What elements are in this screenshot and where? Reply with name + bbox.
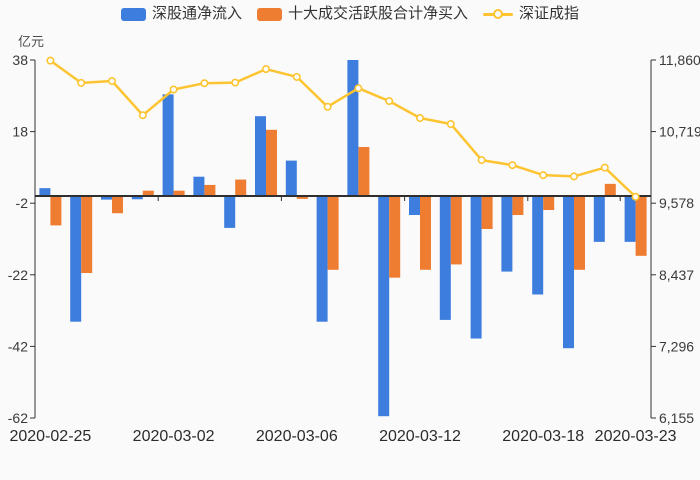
x-axis-label: 2020-03-23 xyxy=(595,428,677,445)
svg-text:10,719: 10,719 xyxy=(659,124,700,140)
bar xyxy=(574,196,585,270)
bar xyxy=(255,116,266,197)
index-line-marker xyxy=(323,102,332,111)
index-line-marker xyxy=(77,78,86,87)
bar xyxy=(409,196,420,216)
index-line-marker xyxy=(261,65,270,74)
svg-text:9,578: 9,578 xyxy=(659,195,694,211)
bar xyxy=(635,196,647,256)
bar xyxy=(204,184,216,197)
index-line-marker xyxy=(539,171,548,180)
bar xyxy=(501,196,513,272)
bar xyxy=(439,196,451,320)
bar xyxy=(624,196,636,242)
bar-series-orange xyxy=(50,129,647,278)
bar xyxy=(470,196,482,339)
svg-text:-22: -22 xyxy=(8,267,28,283)
bar xyxy=(347,60,359,197)
bar-series-blue xyxy=(39,60,636,417)
bar xyxy=(112,196,123,214)
x-axis-label: 2020-03-06 xyxy=(256,428,338,445)
bar xyxy=(563,196,574,349)
index-line-marker xyxy=(385,97,394,106)
bar xyxy=(358,146,370,197)
index-line xyxy=(49,59,637,198)
svg-text:7,296: 7,296 xyxy=(659,338,694,354)
index-line-marker xyxy=(600,163,609,172)
bar xyxy=(389,196,401,278)
svg-text:8,437: 8,437 xyxy=(659,267,694,283)
bar xyxy=(420,196,431,270)
index-line-marker xyxy=(569,172,578,181)
index-line-marker xyxy=(292,72,301,81)
bar xyxy=(224,196,236,228)
svg-text:6,155: 6,155 xyxy=(659,410,694,426)
bar xyxy=(173,190,185,197)
x-axis-label: 2020-02-25 xyxy=(9,428,91,445)
svg-text:11,860: 11,860 xyxy=(659,52,700,68)
x-axis-label: 2020-03-12 xyxy=(379,428,461,445)
bar xyxy=(50,196,62,226)
index-line-marker xyxy=(508,161,517,170)
bar xyxy=(512,196,524,216)
index-line-series xyxy=(46,56,640,201)
bar xyxy=(532,196,544,295)
index-line-marker xyxy=(446,120,455,129)
legend-item-top10-netbuy[interactable]: 十大成交活跃股合计净买入 xyxy=(256,5,468,23)
blue-bar-swatch-icon xyxy=(120,7,146,21)
index-line-marker xyxy=(200,79,209,88)
index-line-marker xyxy=(169,85,178,94)
bar xyxy=(235,179,247,197)
legend-label: 深股通净流入 xyxy=(151,5,242,22)
left-axis-unit-label: 亿元 xyxy=(18,34,45,49)
orange-bar-swatch-icon xyxy=(256,7,282,21)
bar xyxy=(327,196,339,270)
index-line-marker xyxy=(46,56,55,65)
bar xyxy=(131,196,143,200)
bar xyxy=(450,196,462,265)
bar xyxy=(481,196,493,229)
index-line-marker xyxy=(354,84,363,93)
bar xyxy=(193,176,205,197)
index-line-marker xyxy=(138,111,147,120)
y-axis-left: 38 18 -2 -22 -42 -62 xyxy=(8,52,36,426)
x-axis-label: 2020-03-18 xyxy=(502,428,584,445)
legend-label: 十大成交活跃股合计净买入 xyxy=(287,5,468,22)
x-axis: 2020-02-25 2020-03-02 2020-03-06 2020-03-12… xyxy=(9,195,677,445)
svg-text:-42: -42 xyxy=(8,338,28,354)
bar xyxy=(316,196,328,322)
svg-text:38: 38 xyxy=(12,52,28,68)
bar xyxy=(162,94,174,197)
x-axis-label: 2020-03-02 xyxy=(133,428,215,445)
index-line-marker xyxy=(631,192,640,201)
legend-item-shengutong[interactable]: 深股通净流入 xyxy=(120,5,242,23)
index-line-marker xyxy=(415,114,424,123)
index-line-marker xyxy=(231,78,240,87)
bar xyxy=(543,196,555,211)
legend-label: 深证成指 xyxy=(519,5,580,22)
bar xyxy=(39,188,51,197)
bar xyxy=(604,183,616,197)
bar xyxy=(101,196,112,200)
chart-legend: 深股通净流入 十大成交活跃股合计净买入 深证成指 xyxy=(0,5,700,23)
bar xyxy=(70,196,82,322)
bar xyxy=(81,196,93,274)
legend-item-szse-index[interactable]: 深证成指 xyxy=(483,5,579,23)
index-line-marker xyxy=(477,156,486,165)
index-line-marker xyxy=(108,77,117,86)
bar xyxy=(593,196,605,242)
svg-text:-2: -2 xyxy=(16,195,29,211)
bar xyxy=(285,160,297,197)
y-axis-right: 11,860 10,719 9,578 8,437 7,296 6,155 xyxy=(650,52,700,426)
line-marker-swatch-icon xyxy=(483,8,513,21)
bar xyxy=(296,196,308,199)
svg-text:18: 18 xyxy=(12,124,28,140)
bar xyxy=(142,190,154,197)
bar xyxy=(266,129,277,197)
bar xyxy=(378,196,390,417)
svg-text:-62: -62 xyxy=(8,410,28,426)
